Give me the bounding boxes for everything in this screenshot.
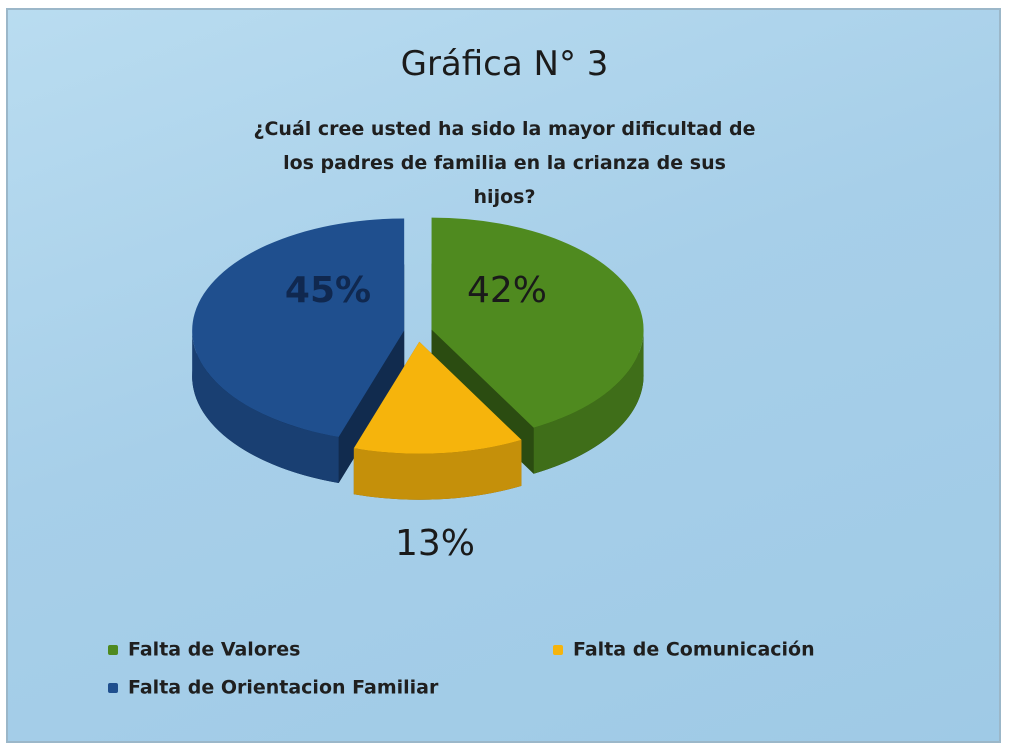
- legend-label: Falta de Valores: [128, 639, 300, 661]
- legend-label: Falta de Orientacion Familiar: [128, 677, 439, 699]
- data-label: 42%: [467, 270, 547, 311]
- legend-label: Falta de Comunicación: [573, 639, 815, 661]
- legend-swatch: [108, 683, 118, 693]
- chart-title: Gráfica N° 3: [400, 44, 609, 84]
- slice-side: [338, 330, 405, 483]
- slice-wall: [353, 439, 522, 500]
- data-label: 13%: [395, 523, 475, 564]
- data-label: 45%: [285, 270, 371, 311]
- legend-swatch: [553, 645, 563, 655]
- slice: [192, 218, 405, 437]
- legend-swatch: [108, 645, 118, 655]
- slice: [431, 217, 644, 428]
- chart-subtitle: ¿Cuál cree usted ha sido la mayor dificu…: [253, 118, 756, 208]
- slice: [353, 341, 522, 454]
- slice-wall: [192, 330, 339, 483]
- slice-wall: [533, 329, 644, 474]
